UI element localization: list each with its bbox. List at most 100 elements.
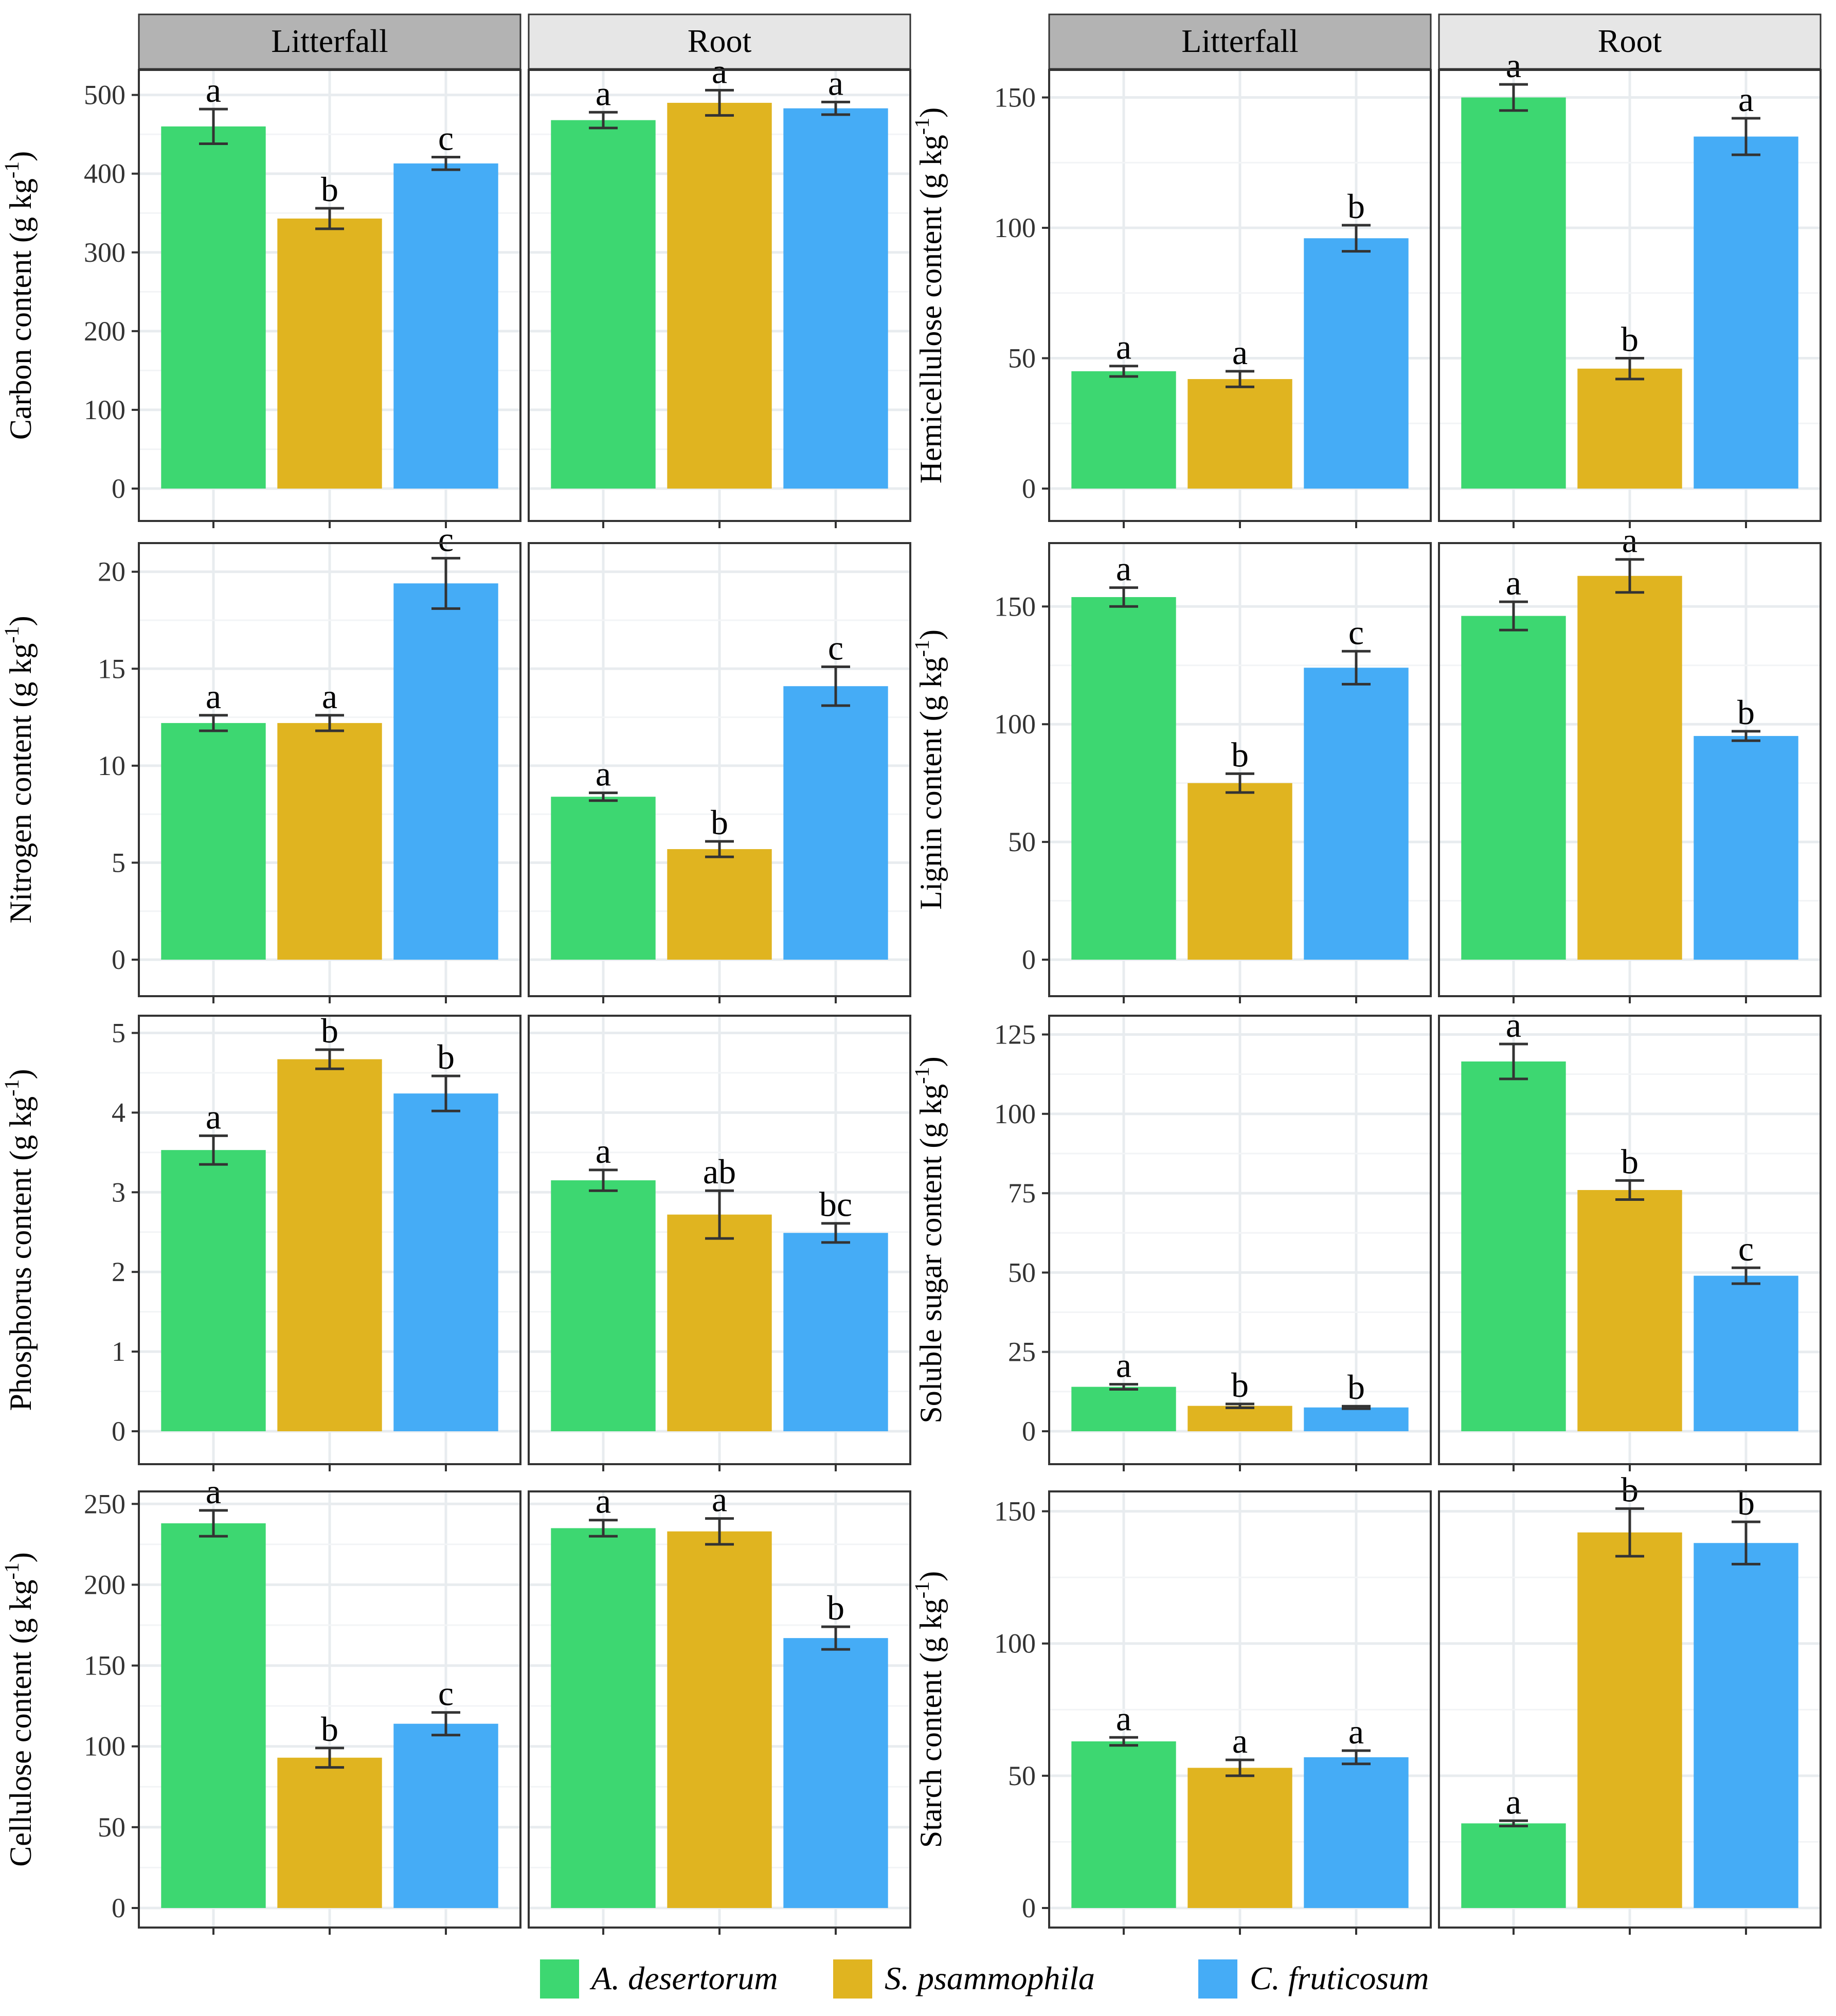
y-tick-label: 1 xyxy=(112,1336,125,1367)
error-bar xyxy=(1109,365,1138,378)
bar-starch-root-2 xyxy=(1577,1532,1682,1908)
y-axis-label: Cellulose content (g kg-1) xyxy=(0,1552,38,1867)
bar-starch-root-3 xyxy=(1694,1543,1798,1908)
bar-soluble_sugar-litterfall-1 xyxy=(1071,1387,1176,1431)
y-axis-label: Lignin content (g kg-1) xyxy=(910,629,948,910)
facet-strip-root: Root xyxy=(528,13,911,70)
y-tick-label: 20 xyxy=(98,556,125,587)
significance-letter: a xyxy=(1116,1699,1131,1738)
error-bar xyxy=(1732,730,1760,742)
error-bar xyxy=(315,714,344,732)
y-tick-label: 0 xyxy=(112,1416,125,1447)
facet-strip-bg xyxy=(528,13,911,70)
y-tick-label: 3 xyxy=(112,1177,125,1208)
y-tick-label: 50 xyxy=(1008,1257,1036,1288)
chart-lignin: Lignin content (g kg-1) a b c 0 50 100 150 a a b xyxy=(910,521,1822,1003)
y-tick-label: 100 xyxy=(994,1099,1036,1129)
bar-cellulose-litterfall-1 xyxy=(161,1523,266,1908)
significance-letter: a xyxy=(712,51,727,91)
y-tick-label: 50 xyxy=(98,1812,125,1843)
bar-carbon-litterfall-2 xyxy=(277,218,382,489)
significance-letter: b xyxy=(437,1037,455,1076)
y-tick-label: 300 xyxy=(84,237,125,268)
error-bar xyxy=(821,100,850,116)
facet-strip-label: Root xyxy=(688,23,752,59)
legend-item: C. fruticosum xyxy=(1198,1959,1429,1999)
y-tick-label: 50 xyxy=(1008,826,1036,857)
error-bar xyxy=(431,1711,460,1737)
bar-nitrogen-root-3 xyxy=(783,686,888,960)
y-tick-label: 200 xyxy=(84,316,125,347)
error-bar xyxy=(1615,1507,1644,1558)
error-bar xyxy=(1615,558,1644,594)
facet-strip-bg xyxy=(1048,13,1432,70)
y-tick-label: 2 xyxy=(112,1256,125,1287)
bar-phosphorus-root-3 xyxy=(783,1233,888,1431)
error-bar xyxy=(431,156,460,171)
bar-phosphorus-root-2 xyxy=(667,1214,772,1431)
significance-letter: b xyxy=(1347,1367,1365,1407)
error-bar xyxy=(705,840,734,858)
significance-letter: ab xyxy=(703,1152,736,1191)
significance-letter: a xyxy=(1738,80,1754,119)
bar-nitrogen-litterfall-1 xyxy=(161,723,266,960)
y-axis-label: Phosphorus content (g kg-1) xyxy=(0,1069,38,1411)
error-bar xyxy=(705,1517,734,1546)
bar-carbon-root-2 xyxy=(667,102,772,489)
legend-label: S. psammophila xyxy=(885,1960,1095,1996)
y-tick-label: 75 xyxy=(1008,1178,1036,1209)
error-bar xyxy=(315,207,344,230)
bar-phosphorus-litterfall-3 xyxy=(393,1093,498,1431)
chart-cellulose: Cellulose content (g kg-1) a b c 0 50 100 150 20… xyxy=(0,1472,911,1935)
error-bar xyxy=(705,88,734,117)
panel-soluble_sugar-litterfall: a b b 0 25 50 75 100 125 xyxy=(994,1015,1432,1471)
significance-letter: a xyxy=(1506,1782,1521,1821)
y-tick-label: 150 xyxy=(994,82,1036,113)
legend-swatch xyxy=(1198,1959,1237,1999)
panel-soluble_sugar-root: a b c xyxy=(1438,1005,1822,1471)
error-bar xyxy=(1615,1179,1644,1201)
y-tick-label: 100 xyxy=(84,394,125,425)
y-tick-label: 100 xyxy=(994,1628,1036,1659)
significance-letter: a xyxy=(1116,1346,1131,1385)
bar-nitrogen-litterfall-3 xyxy=(393,583,498,960)
bar-soluble_sugar-root-3 xyxy=(1694,1275,1798,1431)
error-bar xyxy=(1732,1266,1760,1285)
legend-label: C. fruticosum xyxy=(1250,1960,1429,1996)
bar-phosphorus-litterfall-2 xyxy=(277,1059,382,1431)
y-axis-label: Carbon content (g kg-1) xyxy=(0,151,38,440)
facet-strip-litterfall: Litterfall xyxy=(138,13,521,70)
significance-letter: a xyxy=(206,70,221,110)
error-bar xyxy=(821,665,850,707)
bar-hemicellulose-litterfall-2 xyxy=(1187,379,1292,489)
panel-lignin-litterfall: a b c 0 50 100 150 xyxy=(994,542,1432,1003)
legend: A. desertorum S. psammophila C. fruticosum xyxy=(540,1959,1429,1999)
error-bar xyxy=(1499,1042,1528,1081)
error-bar xyxy=(199,1134,228,1166)
bar-lignin-root-3 xyxy=(1694,736,1798,960)
significance-letter: b xyxy=(1231,1365,1249,1405)
significance-letter: b xyxy=(1621,319,1639,358)
significance-letter: c xyxy=(1738,1229,1754,1268)
facet-strip-label: Litterfall xyxy=(271,23,388,59)
error-bar xyxy=(589,791,618,802)
error-bar xyxy=(1732,117,1760,156)
error-bar xyxy=(1732,1520,1760,1565)
y-tick-label: 400 xyxy=(84,158,125,189)
bar-hemicellulose-root-3 xyxy=(1694,136,1798,489)
bar-hemicellulose-root-2 xyxy=(1577,368,1682,489)
error-bar xyxy=(1342,1749,1371,1766)
panel-nitrogen-root: a b c xyxy=(528,542,911,1003)
y-tick-label: 0 xyxy=(1022,1416,1036,1447)
bar-soluble_sugar-root-1 xyxy=(1461,1061,1566,1431)
y-tick-label: 125 xyxy=(994,1019,1036,1050)
error-bar xyxy=(199,107,228,146)
significance-letter: b xyxy=(827,1588,844,1627)
significance-letter: b xyxy=(1737,1483,1755,1522)
error-bar xyxy=(1109,1383,1138,1391)
bar-carbon-root-1 xyxy=(551,120,656,489)
significance-letter: c xyxy=(828,628,843,668)
significance-letter: b xyxy=(321,1011,338,1050)
bar-starch-litterfall-2 xyxy=(1187,1768,1292,1908)
y-tick-label: 150 xyxy=(84,1650,125,1681)
